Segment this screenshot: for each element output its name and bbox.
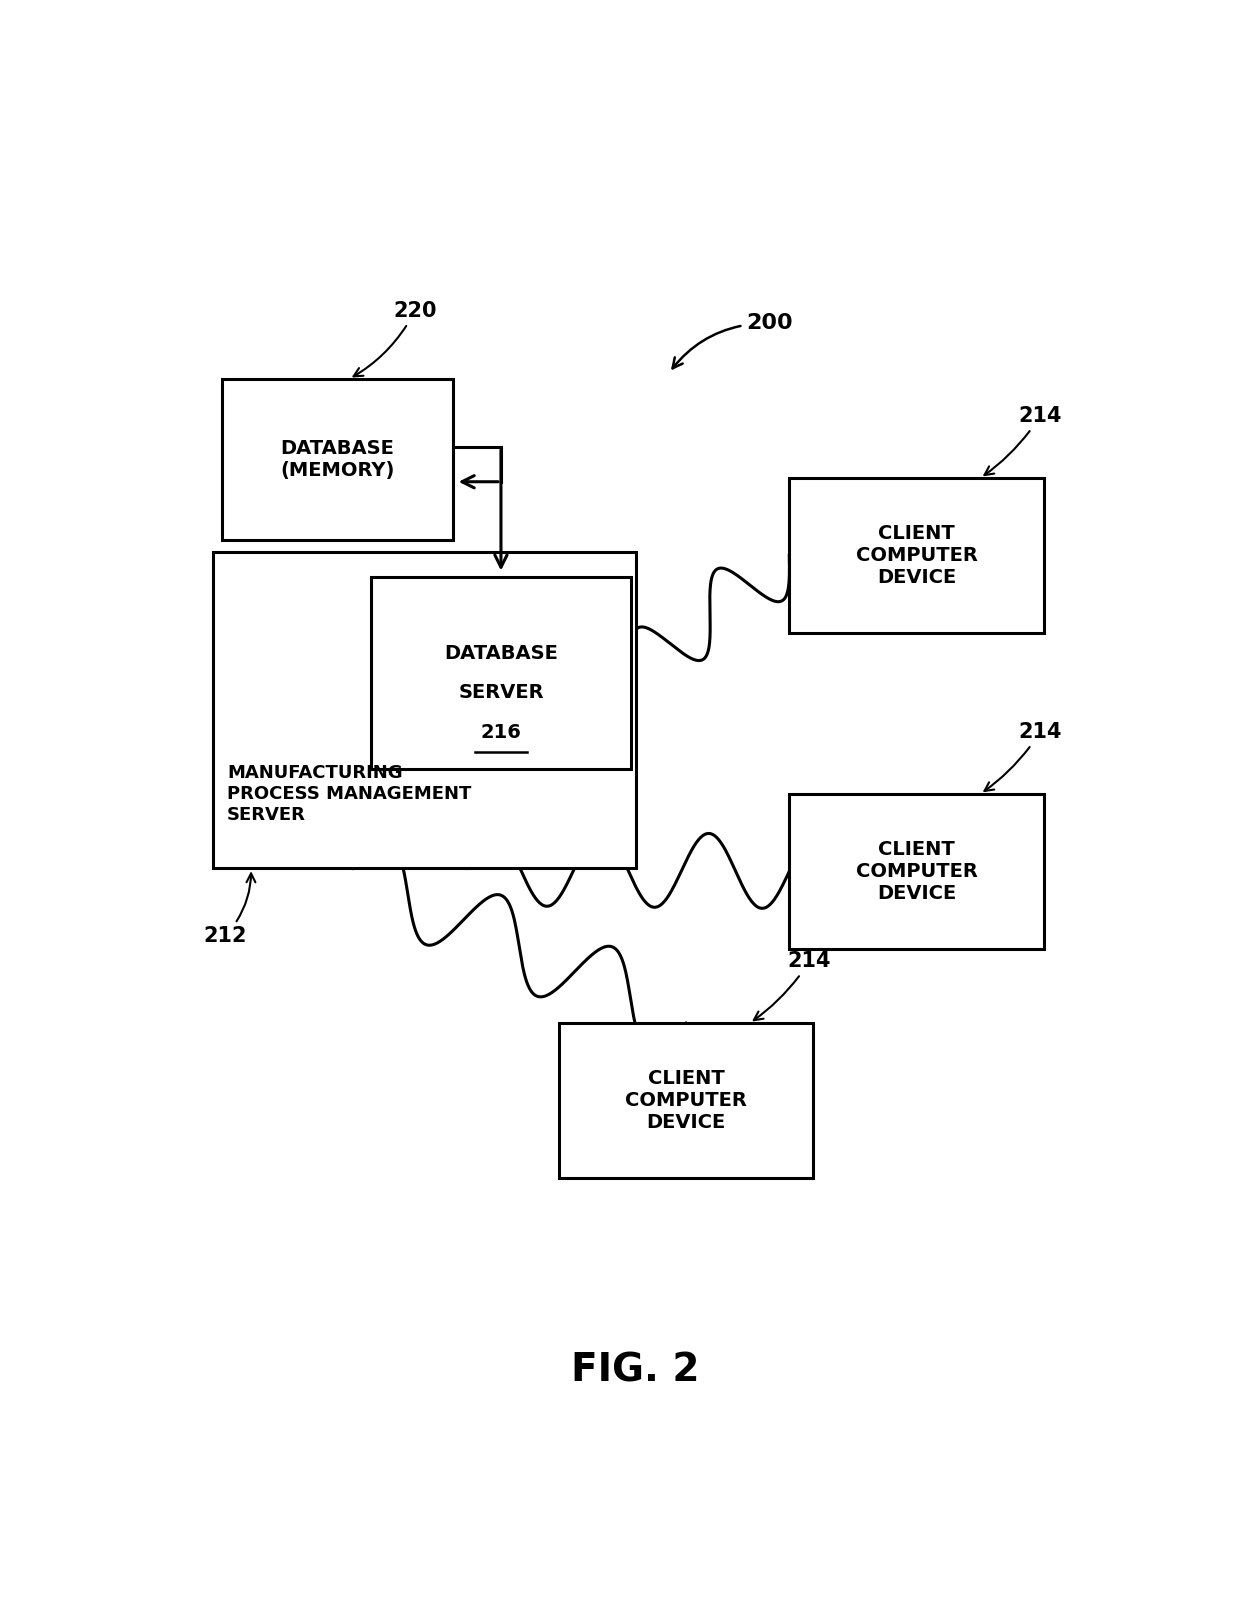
Text: CLIENT
COMPUTER
DEVICE: CLIENT COMPUTER DEVICE — [856, 840, 977, 903]
Bar — [371, 578, 631, 769]
Text: 216: 216 — [481, 722, 521, 742]
Bar — [213, 552, 635, 869]
Text: 220: 220 — [353, 301, 436, 377]
Text: 214: 214 — [754, 951, 831, 1020]
Bar — [789, 478, 1044, 632]
Text: DATABASE: DATABASE — [444, 644, 558, 663]
Bar — [789, 793, 1044, 949]
Text: DATABASE
(MEMORY): DATABASE (MEMORY) — [280, 439, 394, 479]
Text: 212: 212 — [203, 874, 255, 946]
Text: SERVER: SERVER — [458, 684, 544, 703]
Text: 214: 214 — [985, 722, 1061, 792]
Text: CLIENT
COMPUTER
DEVICE: CLIENT COMPUTER DEVICE — [625, 1068, 746, 1133]
Bar — [558, 1023, 813, 1178]
Text: MANUFACTURING
PROCESS MANAGEMENT
SERVER: MANUFACTURING PROCESS MANAGEMENT SERVER — [227, 764, 471, 824]
Text: FIG. 2: FIG. 2 — [572, 1352, 699, 1389]
Text: 200: 200 — [672, 314, 792, 368]
Text: CLIENT
COMPUTER
DEVICE: CLIENT COMPUTER DEVICE — [856, 525, 977, 587]
Text: 214: 214 — [985, 405, 1061, 475]
Bar — [222, 380, 453, 541]
